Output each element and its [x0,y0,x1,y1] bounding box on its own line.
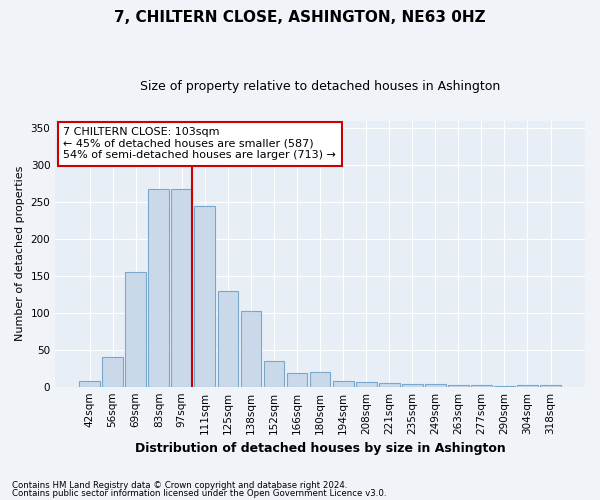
Text: Contains HM Land Registry data © Crown copyright and database right 2024.: Contains HM Land Registry data © Crown c… [12,481,347,490]
Bar [194,206,215,386]
Bar [148,190,169,386]
Text: 7, CHILTERN CLOSE, ASHINGTON, NE63 0HZ: 7, CHILTERN CLOSE, ASHINGTON, NE63 0HZ [114,10,486,25]
Text: 7 CHILTERN CLOSE: 103sqm
← 45% of detached houses are smaller (587)
54% of semi-: 7 CHILTERN CLOSE: 103sqm ← 45% of detach… [63,127,336,160]
Bar [287,372,307,386]
X-axis label: Distribution of detached houses by size in Ashington: Distribution of detached houses by size … [135,442,505,455]
Bar [102,357,123,386]
Bar [448,385,469,386]
Bar [79,381,100,386]
Bar [172,188,192,386]
Bar [310,372,331,386]
Text: Contains public sector information licensed under the Open Government Licence v3: Contains public sector information licen… [12,488,386,498]
Bar [356,382,377,386]
Bar [241,310,262,386]
Bar [425,384,446,386]
Bar [471,385,492,386]
Bar [517,385,538,386]
Bar [218,290,238,386]
Bar [402,384,422,386]
Bar [125,272,146,386]
Title: Size of property relative to detached houses in Ashington: Size of property relative to detached ho… [140,80,500,93]
Bar [333,381,353,386]
Bar [540,385,561,386]
Bar [379,383,400,386]
Y-axis label: Number of detached properties: Number of detached properties [15,166,25,342]
Bar [263,361,284,386]
